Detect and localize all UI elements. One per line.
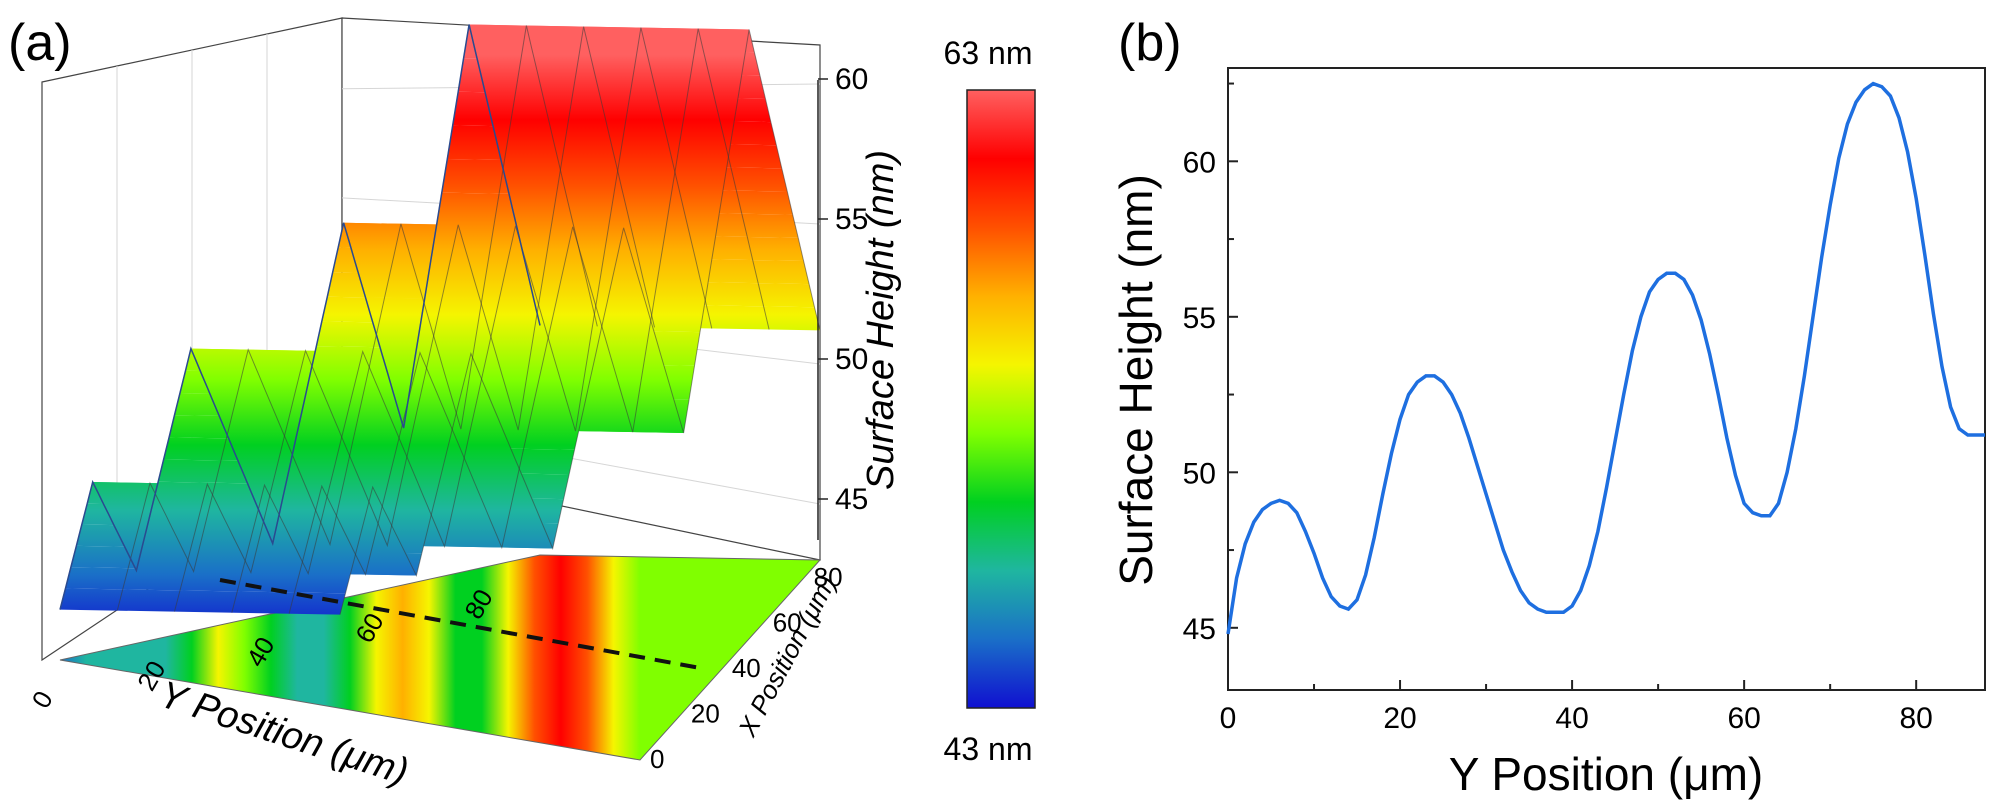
surface-3d [59, 24, 821, 615]
floor-plane [60, 555, 820, 760]
z-tick-label: 60 [835, 63, 868, 96]
surface-strip [169, 415, 455, 443]
floor-outline [59, 554, 822, 761]
x-tick-label: 40 [1555, 702, 1588, 735]
colorbar-max-label: 63 nm [944, 35, 1033, 71]
colorbar: 63 nm 43 nm [944, 35, 1036, 767]
x-position-tick-label: 40 [732, 653, 761, 683]
y-position-tick-label: 0 [26, 686, 59, 714]
panel-a: (a) 45 50 55 60 Surface Height (nm) 0 20 40 60… [8, 14, 1036, 794]
surface-strip [463, 24, 750, 64]
surface-strip [76, 524, 362, 551]
y-axis-title: Surface Height (nm) [1110, 174, 1162, 586]
y-axis: 45 50 55 60 [1183, 82, 1238, 646]
surface-contour [288, 28, 770, 614]
colorbar-min-label: 43 nm [944, 731, 1033, 767]
x-position-axis: 0 20 40 60 80 [650, 562, 843, 774]
x-position-tick-label: 60 [773, 608, 802, 638]
x-tick-label: 0 [1220, 702, 1237, 735]
surface-strip [338, 222, 624, 253]
surface-strip [180, 370, 466, 398]
z-axis: 45 50 55 60 [817, 63, 868, 540]
series-line-surface-profile [1226, 81, 1985, 635]
x-tick-label: 60 [1727, 702, 1760, 735]
surface-contour [174, 26, 655, 612]
x-tick-label: 80 [1899, 702, 1932, 735]
surface-contour [339, 29, 821, 615]
x-position-tick-label: 20 [691, 699, 720, 729]
y-tick-label: 45 [1183, 613, 1216, 646]
surface-strip [70, 545, 357, 573]
y-tick-label: 55 [1183, 302, 1216, 335]
y-tick-label: 50 [1183, 457, 1216, 490]
plot-frame [1227, 67, 1986, 691]
surface-front-edge [59, 24, 541, 610]
x-position-tick-label: 0 [650, 744, 664, 774]
surface-strip [321, 296, 608, 327]
floor-heatmap [59, 554, 822, 761]
surface-strip [65, 567, 351, 594]
z-tick-label: 45 [835, 483, 868, 516]
surface-strip [163, 437, 450, 465]
z-axis-title: Surface Height (nm) [860, 150, 902, 490]
surface-strip [447, 125, 733, 165]
x-position-tick-label: 80 [814, 562, 843, 592]
surface-strip [327, 272, 613, 302]
surface-strip [452, 91, 739, 131]
colorbar-bar [966, 89, 1036, 709]
y-tick-label: 60 [1183, 146, 1216, 179]
x-axis-title: Y Position (μm) [1449, 748, 1764, 800]
panel-b-label: (b) [1118, 14, 1182, 72]
surface-contour [231, 27, 713, 613]
profile-line [219, 578, 701, 670]
z-tick-label: 50 [835, 343, 868, 376]
surface-strip [158, 459, 444, 487]
surface-strip [316, 321, 602, 352]
x-axis: 0 20 40 60 80 [1220, 680, 1933, 735]
surface-contour [116, 25, 598, 611]
x-tick-label: 20 [1383, 702, 1416, 735]
panel-b: (b) 0 20 40 60 80 45 50 55 60 Y Position (μm) S… [1110, 14, 1986, 800]
z-tick-label: 55 [835, 203, 868, 236]
surface-strip [458, 58, 744, 97]
surface-strip [332, 247, 619, 278]
panel-a-label: (a) [8, 14, 72, 72]
surface-strip [60, 588, 346, 615]
surface-strip [81, 503, 368, 530]
surface-strip [436, 192, 722, 232]
surface-strip [441, 159, 728, 198]
surface-strip [87, 482, 373, 509]
